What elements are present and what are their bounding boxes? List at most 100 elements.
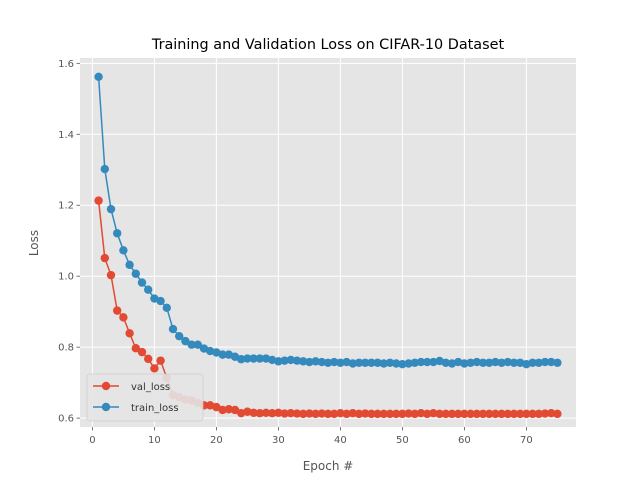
data-point-val-loss <box>119 313 128 322</box>
data-point-val-loss <box>454 409 463 419</box>
data-point-val-loss <box>404 409 413 418</box>
series-train-loss <box>94 72 562 369</box>
data-point-val-loss <box>485 409 494 419</box>
y-tick-label: 0.6 <box>58 414 74 425</box>
data-point-val-loss <box>528 409 537 419</box>
data-point-train-loss <box>243 354 252 363</box>
data-point-train-loss <box>94 72 103 82</box>
data-point-train-loss <box>106 204 116 214</box>
data-point-train-loss <box>317 357 326 367</box>
data-point-train-loss <box>429 357 438 367</box>
data-point-val-loss <box>113 306 122 315</box>
data-point-train-loss <box>311 357 320 366</box>
data-point-train-loss <box>274 357 283 366</box>
data-point-train-loss <box>305 357 314 367</box>
data-point-val-loss <box>435 409 444 419</box>
data-point-train-loss <box>392 359 401 368</box>
data-point-val-loss <box>398 409 407 419</box>
data-point-train-loss <box>478 358 488 367</box>
data-point-val-loss <box>423 409 432 419</box>
data-point-train-loss <box>193 340 202 349</box>
data-point-train-loss <box>460 359 469 368</box>
data-point-val-loss <box>106 270 116 280</box>
y-tick-label: 1.4 <box>58 130 74 141</box>
data-point-val-loss <box>478 409 488 419</box>
data-point-val-loss <box>466 409 475 419</box>
x-tick-label: 10 <box>148 435 161 446</box>
data-point-train-loss <box>540 357 550 367</box>
data-point-train-loss <box>137 278 147 287</box>
data-point-val-loss <box>311 409 320 419</box>
data-point-train-loss <box>181 336 190 346</box>
legend-marker-train-loss <box>101 402 111 412</box>
data-point-val-loss <box>261 408 271 418</box>
data-point-train-loss <box>348 359 357 368</box>
data-point-val-loss <box>503 409 512 419</box>
series-val-loss <box>94 196 562 419</box>
data-point-val-loss <box>131 344 140 353</box>
data-point-train-loss <box>410 358 419 367</box>
data-point-train-loss <box>416 357 426 367</box>
legend-label-train-loss: train_loss <box>131 403 179 414</box>
data-point-train-loss <box>280 356 289 365</box>
data-point-train-loss <box>237 355 246 364</box>
data-point-train-loss <box>354 358 364 367</box>
data-point-train-loss <box>113 229 122 238</box>
data-point-train-loss <box>100 164 110 174</box>
data-point-train-loss <box>336 358 345 367</box>
y-tick-label: 1.2 <box>58 201 74 212</box>
data-point-val-loss <box>547 408 556 418</box>
x-axis-ticks: 0 10 20 30 40 50 60 70 <box>89 427 533 446</box>
data-point-train-loss <box>299 357 308 366</box>
data-point-train-loss <box>385 358 395 367</box>
data-point-train-loss <box>131 269 140 278</box>
x-tick-label: 30 <box>272 435 285 446</box>
data-point-train-loss <box>367 358 376 367</box>
data-point-val-loss <box>299 409 308 419</box>
legend-entry-val-loss: val_loss <box>93 381 170 393</box>
data-point-val-loss <box>255 408 264 418</box>
y-tick-label: 1.0 <box>58 272 74 283</box>
data-point-val-loss <box>392 409 401 419</box>
y-tick-label: 0.8 <box>58 343 74 354</box>
data-point-val-loss <box>472 409 481 419</box>
data-point-train-loss <box>249 354 258 363</box>
data-point-val-loss <box>516 409 525 419</box>
data-point-train-loss <box>119 246 128 255</box>
data-point-val-loss <box>497 409 506 419</box>
data-point-train-loss <box>404 359 413 368</box>
data-point-train-loss <box>156 296 165 306</box>
data-point-train-loss <box>168 324 178 334</box>
data-point-val-loss <box>317 409 326 418</box>
data-point-train-loss <box>472 357 481 367</box>
chart-title: Training and Validation Loss on CIFAR-10… <box>151 37 505 53</box>
data-point-train-loss <box>497 358 506 367</box>
series-layer <box>94 72 562 419</box>
data-point-val-loss <box>286 408 295 418</box>
x-tick-label: 0 <box>89 435 95 446</box>
data-point-train-loss <box>292 356 302 365</box>
data-point-val-loss <box>156 356 165 365</box>
data-point-val-loss <box>522 409 531 419</box>
data-point-val-loss <box>268 408 277 418</box>
data-point-val-loss <box>429 408 438 418</box>
data-point-train-loss <box>509 358 519 367</box>
data-point-train-loss <box>323 358 333 367</box>
data-point-train-loss <box>144 285 153 294</box>
data-point-val-loss <box>224 405 233 414</box>
data-point-val-loss <box>509 409 519 419</box>
data-point-train-loss <box>218 350 227 359</box>
data-point-train-loss <box>485 358 494 367</box>
data-point-train-loss <box>466 358 475 367</box>
data-point-val-loss <box>218 405 227 415</box>
data-point-val-loss <box>373 409 382 419</box>
data-point-train-loss <box>423 357 432 367</box>
data-point-val-loss <box>361 409 370 418</box>
data-point-val-loss <box>274 408 283 418</box>
data-point-train-loss <box>286 355 295 365</box>
data-point-val-loss <box>379 409 388 419</box>
data-point-train-loss <box>398 359 407 369</box>
data-point-val-loss <box>230 405 240 415</box>
data-point-val-loss <box>385 409 395 419</box>
